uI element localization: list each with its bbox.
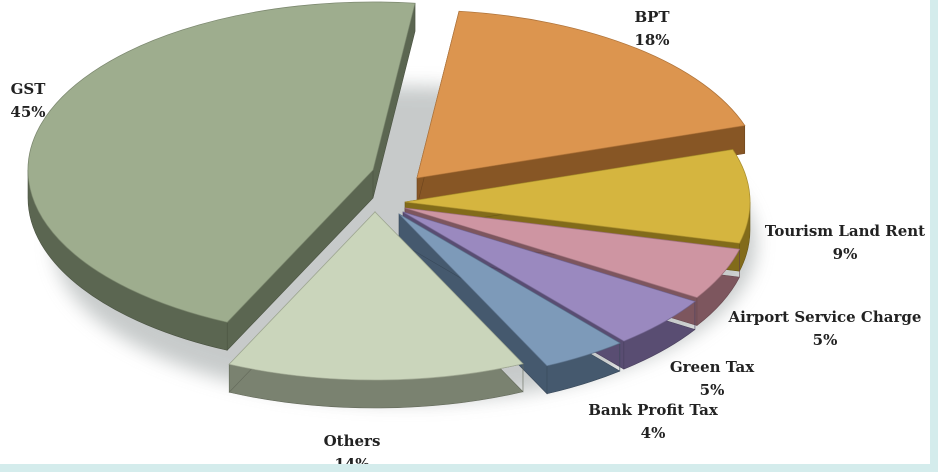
slice-green-tax[interactable] [402, 211, 696, 342]
slice-value-airport-service-charge: 5% [813, 331, 838, 349]
slice-bank-profit-tax[interactable] [398, 213, 621, 367]
slice-label-gst: GST [11, 80, 47, 98]
slice-label-tourism-land-rent: Tourism Land Rent [765, 222, 925, 240]
slice-label-bpt: BPT [634, 8, 670, 26]
slice-label-green-tax: Green Tax [670, 358, 755, 376]
slice-value-gst: 45% [10, 103, 45, 121]
slice-value-green-tax: 5% [700, 381, 725, 399]
slice-value-bpt: 18% [634, 31, 669, 49]
slice-sheen-gst [28, 1, 416, 323]
slice-sheen-green-tax [403, 212, 695, 342]
slice-sheen-bank-profit-tax [399, 214, 620, 366]
slice-sheen-bpt [417, 11, 745, 179]
slice-label-airport-service-charge: Airport Service Charge [728, 308, 922, 326]
slice-sheen-others [229, 212, 523, 380]
pie-chart: BPT 18% Tourism Land Rent 9% Airport Service… [10, 1, 925, 464]
slice-value-tourism-land-rent: 9% [833, 245, 858, 263]
slice-label-others: Others [324, 432, 381, 450]
slice-airport-service-charge[interactable] [404, 207, 741, 298]
slice-others[interactable] [228, 211, 524, 381]
slice-value-others: 14% [334, 455, 369, 464]
slice-value-bank-profit-tax: 4% [641, 424, 666, 442]
slice-gst[interactable] [27, 1, 416, 323]
slice-tourism-land-rent[interactable] [404, 149, 751, 244]
slice-sheen-tourism-land-rent [405, 149, 750, 244]
slice-bpt[interactable] [416, 10, 746, 179]
slice-sheen-airport-service-charge [405, 208, 740, 298]
slice-label-bank-profit-tax: Bank Profit Tax [588, 401, 719, 419]
